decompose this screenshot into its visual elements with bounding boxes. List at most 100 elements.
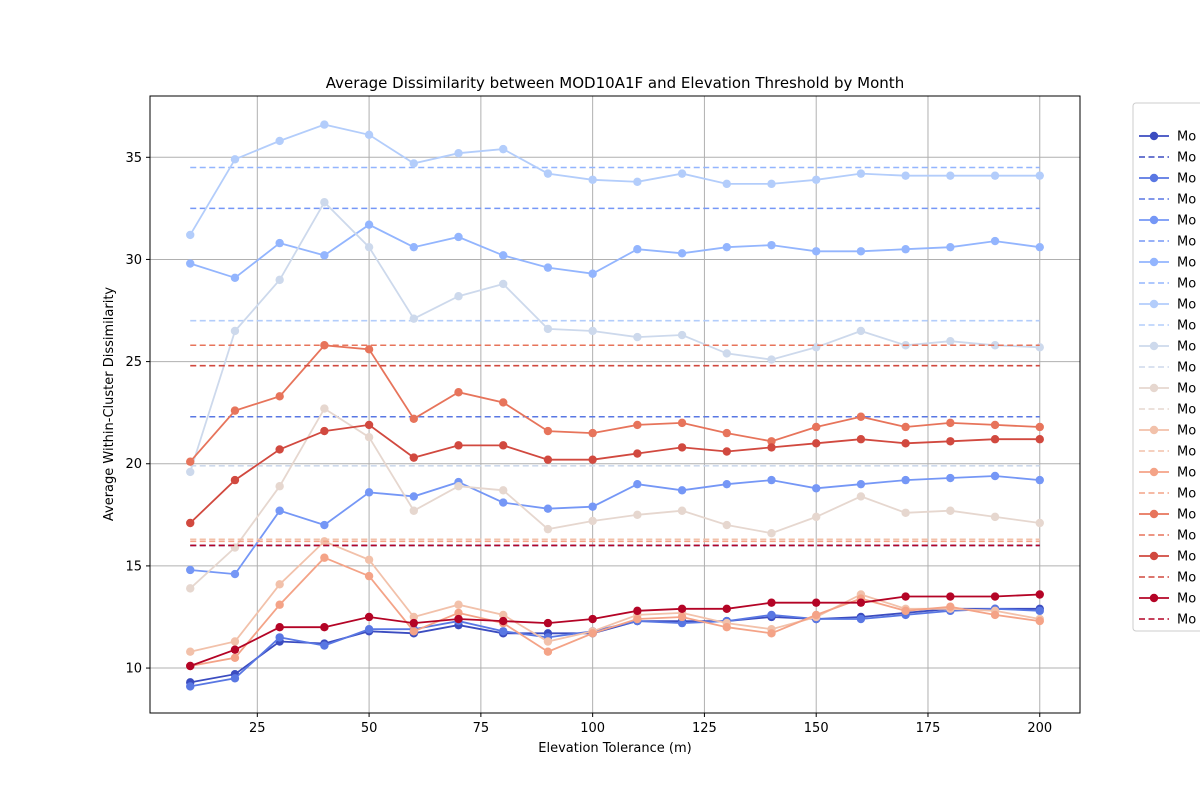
series-18-point	[633, 420, 642, 430]
series-12-point	[364, 432, 374, 442]
y-axis-label: Average Within-Cluster Dissimilarity	[102, 287, 117, 522]
series-14-point	[230, 637, 240, 646]
legend-items: Mo Mo Mo Mo Mo Mo Mo Mo Mo Mo Mo Mo Mo Mo Mo Mo Mo Mo Mo Mo…	[1139, 130, 1196, 628]
chart-title: Average Dissimilarity between MOD10A1F a…	[326, 74, 904, 92]
legend-entry: Mo	[1139, 529, 1196, 544]
y-tick-label: 25	[125, 355, 142, 370]
series-18-point	[454, 388, 463, 397]
series-6-point	[677, 249, 687, 258]
series-18-point	[990, 420, 1000, 430]
legend-entry: Mo	[1139, 319, 1196, 334]
legend-entry: Mo	[1139, 277, 1196, 292]
series-22-point	[275, 622, 284, 632]
series-10-point	[275, 275, 284, 285]
series-22-point	[812, 598, 821, 607]
series-16-point	[901, 606, 910, 616]
series-22-point	[722, 604, 731, 614]
series-14-point	[364, 555, 374, 564]
series-18-point	[901, 422, 910, 432]
series-22-point	[543, 618, 553, 628]
legend-entry: Mo	[1139, 298, 1196, 313]
series-8-point	[990, 171, 1000, 180]
plot-background	[150, 96, 1080, 713]
legend-marker	[1149, 131, 1159, 141]
series-20-point	[767, 443, 776, 452]
series-4-line	[190, 475, 1040, 576]
legend-frame	[1132, 102, 1200, 632]
series-16-point	[409, 627, 418, 636]
series-8-point	[677, 169, 687, 178]
series-16-point	[454, 608, 463, 618]
series-4-point	[543, 504, 553, 513]
series-8-point	[543, 169, 553, 178]
series-6-point	[364, 220, 374, 229]
series-6-point	[901, 245, 910, 254]
series-16-point	[543, 647, 553, 656]
series-18-point	[722, 428, 731, 438]
x-tick-label: 50	[361, 721, 378, 736]
series-10-point	[767, 355, 776, 364]
series-12-point	[767, 529, 776, 538]
series-12-point	[812, 512, 821, 522]
series-12-point	[543, 524, 553, 534]
legend-label: Mo	[1177, 319, 1196, 334]
legend-marker	[1149, 467, 1159, 477]
series-8-point	[186, 230, 195, 240]
series-18-line	[189, 344, 1040, 463]
legend-label: Mo	[1177, 592, 1196, 607]
series-22-point	[588, 614, 597, 624]
series-10-point	[722, 349, 731, 358]
series-20-point	[364, 420, 374, 430]
series-10-point	[409, 314, 418, 323]
x-tick-label: 25	[249, 721, 266, 736]
series-20-point	[454, 441, 463, 450]
series-16-point	[230, 653, 240, 663]
series-20-point	[409, 453, 418, 462]
series-4-point	[275, 506, 284, 515]
series-18-point	[543, 426, 553, 436]
series-14-line	[190, 540, 1040, 653]
series-22-point	[1035, 590, 1044, 599]
series-16-line	[190, 556, 1040, 667]
series-16-point	[588, 629, 597, 638]
legend: Mo Mo Mo Mo Mo Mo Mo Mo Mo Mo Mo Mo Mo Mo Mo Mo Mo Mo Mo Mo…	[1132, 102, 1200, 632]
legend-label: Mo	[1177, 550, 1196, 565]
legend-entry: Mo	[1139, 508, 1196, 523]
legend-marker	[1149, 299, 1159, 309]
series-10-point	[364, 242, 374, 252]
y-tick-label: 35	[125, 151, 142, 166]
legend-entry: Mo	[1139, 193, 1196, 208]
series-10-line	[189, 200, 1040, 473]
series-6-point	[543, 263, 553, 272]
legend-label: Mo	[1177, 445, 1196, 460]
x-tick-label: 200	[1027, 721, 1052, 736]
series-14-point	[409, 612, 418, 622]
legend-marker	[1149, 257, 1159, 267]
series-20-point	[990, 435, 1000, 444]
series-6-point	[856, 247, 866, 256]
legend-marker	[1149, 341, 1159, 351]
series-18-point	[946, 418, 955, 428]
series-16-point	[812, 610, 821, 620]
legend-label: Mo	[1177, 151, 1196, 166]
series-8-point	[320, 120, 329, 129]
series-4-point	[230, 569, 240, 579]
series-22-point	[856, 598, 866, 607]
series-8-point	[901, 171, 910, 180]
series-14-point	[186, 647, 195, 656]
series-16-point	[767, 629, 776, 638]
series-12-point	[186, 584, 195, 593]
series-2-point	[856, 614, 866, 624]
series-10-point	[499, 279, 508, 289]
series-20-point	[1035, 435, 1044, 444]
legend-label: Mo	[1177, 340, 1196, 355]
legend-label: Mo	[1177, 487, 1196, 502]
series-20-point	[543, 455, 553, 464]
legend-entry: Mo	[1139, 466, 1196, 481]
series-10-point	[186, 467, 195, 477]
series-20-point	[186, 518, 195, 528]
series-20-point	[677, 443, 687, 452]
series-12-point	[454, 482, 463, 491]
series-8-point	[1035, 171, 1044, 180]
